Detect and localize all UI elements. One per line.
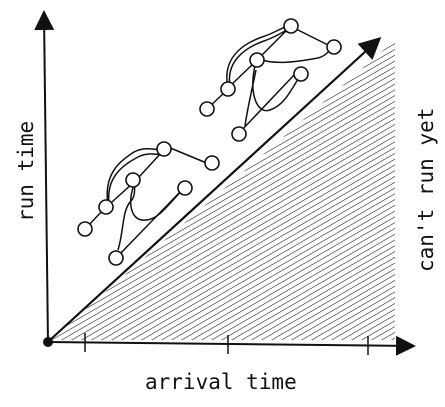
job-nodes-lower [77, 141, 220, 266]
y-axis-label: run time [14, 121, 38, 222]
x-axis [47, 335, 416, 356]
x-axis-label: arrival time [145, 370, 297, 394]
cant-run-yet-label: can't run yet [414, 108, 438, 272]
y-axis [34, 10, 55, 345]
job-nodes-upper [199, 18, 342, 142]
diagonal-arrow [49, 37, 382, 341]
cant-run-yet-region [50, 40, 395, 340]
